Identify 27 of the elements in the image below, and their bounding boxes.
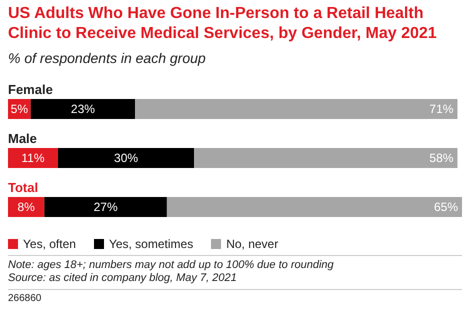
data-label: 30% [114, 151, 138, 165]
data-label: 65% [434, 200, 458, 214]
bar [44, 197, 167, 217]
bar [8, 148, 58, 168]
legend-label: Yes, often [22, 237, 76, 251]
legend-label: No, never [225, 237, 278, 251]
y-tick-label: Female [8, 82, 53, 97]
bar [135, 99, 458, 119]
chart-title: US Adults Who Have Gone In-Person to a Retail Health Clinic to Receive Medical Services, by Gender, May 2021 [8, 4, 438, 44]
bar [58, 148, 194, 168]
chart-subtitle: % of respondents in each group [8, 50, 207, 66]
source-note: Source: as cited in company blog, May 7, 2021 [8, 272, 238, 285]
legend-label: Yes, sometimes [108, 237, 194, 251]
data-label: 11% [21, 151, 45, 165]
data-label: 71% [429, 102, 454, 116]
y-tick-label: Total [8, 180, 38, 195]
text: Note: ages 18+; numbers may not add up to 100% due to rounding [8, 259, 335, 272]
text: 266860 [8, 289, 462, 304]
data-label: 27% [94, 200, 118, 214]
bar [166, 197, 462, 217]
data-label: 58% [429, 151, 454, 165]
data-label: 23% [70, 102, 96, 116]
bar [194, 148, 458, 168]
data-label: 8% [17, 200, 36, 214]
data-label: 5% [10, 102, 28, 116]
y-tick-label: Male [8, 131, 37, 146]
bar [30, 99, 136, 119]
